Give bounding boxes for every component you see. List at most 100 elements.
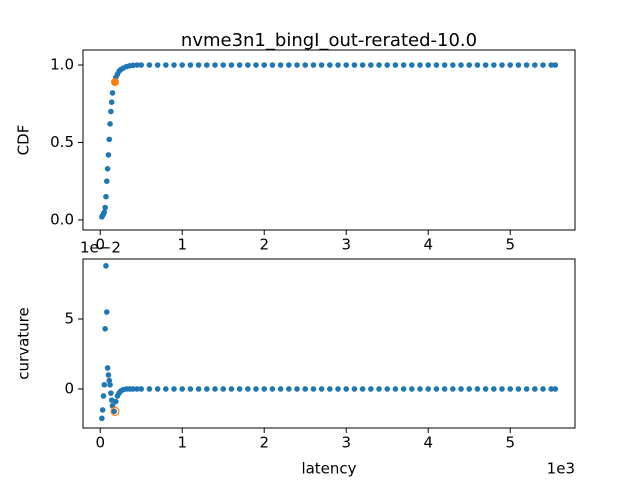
point xyxy=(138,386,145,392)
point xyxy=(359,62,366,68)
point xyxy=(277,386,284,392)
point xyxy=(134,62,140,68)
point xyxy=(327,62,333,68)
point xyxy=(253,62,259,68)
point xyxy=(103,263,109,269)
point xyxy=(343,62,350,68)
point xyxy=(106,377,113,384)
point xyxy=(286,386,292,392)
x-tick-label: 1 xyxy=(177,236,187,254)
point xyxy=(236,386,243,392)
chart-title: nvme3n1_bingI_out-rerated-10.0 xyxy=(181,30,477,51)
point xyxy=(515,62,522,68)
x-tick-label: 4 xyxy=(423,236,433,254)
point xyxy=(548,386,555,392)
point xyxy=(499,386,505,392)
point xyxy=(154,386,161,392)
point xyxy=(474,386,481,392)
x-tick-label: 1 xyxy=(177,434,187,452)
point xyxy=(146,386,153,392)
point xyxy=(552,386,559,392)
point xyxy=(392,62,399,68)
point xyxy=(228,62,235,68)
y-axis-label: CDF xyxy=(15,125,33,156)
point xyxy=(532,386,538,392)
x-tick-label: 0 xyxy=(95,236,105,254)
point xyxy=(409,386,415,392)
point xyxy=(146,62,153,68)
point xyxy=(138,62,145,68)
point xyxy=(286,62,292,68)
point xyxy=(368,386,374,392)
point xyxy=(253,386,259,392)
point xyxy=(105,372,112,378)
point xyxy=(540,62,546,68)
point xyxy=(110,78,119,87)
point xyxy=(351,62,358,68)
point xyxy=(113,398,119,405)
point xyxy=(310,62,317,68)
point xyxy=(154,62,161,68)
point xyxy=(392,386,399,392)
point xyxy=(441,386,448,392)
point xyxy=(261,386,268,392)
point xyxy=(359,386,366,392)
point xyxy=(433,62,440,68)
point xyxy=(130,386,136,392)
point xyxy=(552,62,559,68)
point xyxy=(269,62,276,68)
point xyxy=(425,386,432,392)
point xyxy=(507,386,514,392)
point xyxy=(163,62,169,68)
point xyxy=(103,193,109,200)
point xyxy=(195,62,202,68)
point xyxy=(376,62,382,68)
point xyxy=(245,62,251,68)
point xyxy=(376,386,382,392)
point xyxy=(343,386,350,392)
point xyxy=(261,62,268,68)
point xyxy=(277,62,284,68)
point xyxy=(220,386,227,392)
point xyxy=(466,386,473,392)
y-tick-label: 5 xyxy=(64,310,74,328)
point xyxy=(491,62,497,68)
point xyxy=(104,365,111,371)
point xyxy=(548,62,555,68)
point xyxy=(171,62,177,68)
x-tick-label: 3 xyxy=(341,236,351,254)
point xyxy=(212,386,218,392)
point xyxy=(99,407,106,413)
x-tick-label: 5 xyxy=(505,434,515,452)
y-axis-label: curvature xyxy=(15,307,33,379)
point xyxy=(523,62,530,68)
x-tick-label: 5 xyxy=(505,236,515,254)
point xyxy=(134,386,140,392)
point xyxy=(107,381,113,388)
point xyxy=(103,309,110,315)
point xyxy=(302,62,309,68)
point xyxy=(368,62,374,68)
y-tick-label: 0.5 xyxy=(50,133,74,151)
x-tick-label: 2 xyxy=(259,434,269,452)
y-tick-label: 0 xyxy=(64,379,74,397)
point xyxy=(107,121,113,127)
point xyxy=(532,62,538,68)
point xyxy=(400,62,407,68)
point xyxy=(111,408,117,415)
y-tick-label: 1.0 xyxy=(50,56,74,74)
point xyxy=(491,386,497,392)
x-tick-label: 2 xyxy=(259,236,269,254)
point xyxy=(474,62,481,68)
point xyxy=(204,62,210,68)
point xyxy=(335,62,341,68)
point xyxy=(179,386,186,392)
point xyxy=(310,386,317,392)
point xyxy=(220,62,227,68)
point xyxy=(171,386,177,392)
point xyxy=(294,62,300,68)
point xyxy=(187,62,194,68)
point xyxy=(450,62,456,68)
